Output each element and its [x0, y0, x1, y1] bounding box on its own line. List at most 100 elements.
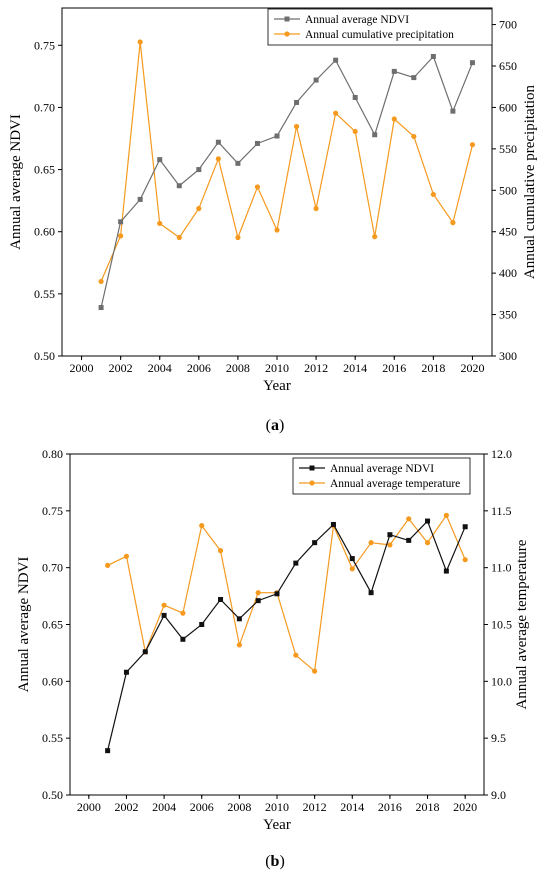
data-point-right	[372, 234, 378, 240]
data-point-right	[406, 516, 412, 522]
y-right-tick-label: 700	[499, 18, 517, 32]
data-point-right	[333, 110, 339, 116]
data-point-ndvi	[255, 598, 261, 604]
panel-a-chart: 2000 2002 2004 2006 2008 2010 2012 2014 2016 2018…	[8, 7, 538, 394]
data-point-right	[312, 668, 318, 674]
data-point-ndvi	[368, 590, 374, 596]
data-point-right	[469, 142, 476, 148]
x-tick-label: 2000	[77, 800, 101, 814]
series-line-ndvi	[100, 55, 474, 308]
data-point-right	[196, 205, 202, 212]
y-left-tick-label: 0.55	[42, 731, 63, 745]
data-point-right	[255, 590, 261, 596]
series-line-right	[107, 514, 466, 673]
data-point-right	[118, 233, 124, 239]
x-tick-label: 2004	[152, 800, 176, 814]
data-point-ndvi	[254, 140, 260, 146]
y-right-tick-label: 300	[499, 349, 517, 363]
y-left-tick-label: 0.60	[42, 674, 63, 688]
series-line-ndvi	[107, 520, 466, 751]
data-point-ndvi	[349, 556, 355, 562]
data-point-ndvi	[180, 636, 186, 642]
y-right-tick-label: 650	[499, 59, 517, 73]
x-tick-label: 2002	[114, 800, 138, 814]
x-tick-label: 2014	[343, 361, 367, 375]
y-right-tick-label: 400	[499, 266, 517, 280]
x-tick-label: 2014	[340, 800, 364, 814]
legend-label: Annual average NDVI	[330, 463, 434, 475]
y-left-tick-label: 0.55	[34, 287, 55, 301]
data-point-right	[254, 184, 261, 190]
x-tick-label: 2010	[265, 800, 289, 814]
data-point-ndvi	[406, 537, 412, 543]
data-point-ndvi	[274, 591, 280, 597]
data-point-ndvi	[137, 196, 143, 202]
x-tick-label: 2012	[304, 361, 328, 375]
y-right-tick-label: 350	[499, 308, 517, 322]
data-point-right	[462, 557, 468, 563]
data-point-ndvi	[425, 518, 431, 524]
data-point-ndvi	[157, 157, 163, 163]
legend-label: Annual cumulative precipitation	[305, 29, 454, 41]
data-point-right	[137, 39, 143, 45]
data-point-right	[352, 128, 358, 135]
data-point-ndvi	[196, 167, 202, 173]
data-point-ndvi	[443, 568, 449, 574]
data-point-right	[349, 566, 355, 572]
y-left-tick-label: 0.50	[34, 349, 55, 363]
data-point-right	[161, 602, 167, 608]
y-left-tick-label: 0.75	[42, 504, 63, 518]
data-point-ndvi	[176, 183, 182, 189]
data-point-ndvi	[411, 75, 417, 81]
x-axis-label: Year	[263, 817, 291, 833]
data-point-right	[450, 220, 456, 226]
data-point-right	[443, 512, 449, 518]
y-right-axis-label: Annual average temperature	[514, 539, 530, 709]
y-right-tick-label: 500	[499, 183, 517, 197]
data-point-ndvi	[391, 68, 397, 74]
data-point-right	[313, 205, 319, 212]
x-tick-label: 2008	[226, 361, 250, 375]
data-point-ndvi	[294, 99, 300, 105]
x-tick-label: 2012	[303, 800, 327, 814]
y-right-tick-label: 11.5	[491, 504, 512, 518]
data-point-ndvi	[387, 532, 393, 538]
y-right-tick-label: 10.0	[491, 674, 512, 688]
plot-frame	[69, 453, 485, 796]
y-left-tick-label: 0.65	[42, 618, 63, 632]
data-point-ndvi	[352, 94, 358, 100]
data-point-right	[199, 523, 205, 529]
data-point-ndvi	[199, 622, 205, 627]
data-point-right	[105, 562, 111, 568]
data-point-ndvi	[236, 616, 242, 622]
data-point-ndvi	[274, 133, 280, 139]
x-tick-label: 2006	[187, 361, 211, 375]
y-right-tick-label: 550	[499, 142, 517, 156]
y-right-tick-label: 10.5	[491, 618, 512, 632]
y-left-tick-label: 0.75	[34, 38, 55, 52]
legend-marker	[284, 31, 290, 37]
data-point-ndvi	[123, 669, 129, 675]
data-point-ndvi	[430, 53, 436, 59]
legend-marker	[309, 465, 315, 471]
legend-box	[267, 8, 493, 46]
x-tick-label: 2016	[382, 361, 406, 375]
data-point-ndvi	[215, 139, 221, 145]
x-tick-label: 2010	[265, 361, 289, 375]
x-axis-label: Year	[263, 378, 291, 394]
x-tick-label: 2004	[148, 361, 172, 375]
data-point-right	[387, 542, 393, 548]
y-left-tick-label: 0.80	[42, 447, 63, 461]
data-point-ndvi	[372, 132, 378, 138]
panel-b-chart: 2000 2002 2004 2006 2008 2010 2012 2014 2016 2018…	[16, 447, 530, 833]
data-point-ndvi	[293, 560, 299, 566]
panel-a-caption: (a)	[266, 417, 285, 434]
y-left-axis-label: Annual average NDVI	[16, 557, 32, 693]
data-point-right	[293, 123, 300, 130]
x-tick-label: 2002	[109, 361, 133, 375]
data-point-right	[236, 642, 242, 648]
y-right-tick-label: 600	[499, 100, 517, 114]
data-point-ndvi	[450, 108, 456, 114]
legend-box	[292, 457, 471, 495]
legend-marker	[309, 480, 315, 486]
